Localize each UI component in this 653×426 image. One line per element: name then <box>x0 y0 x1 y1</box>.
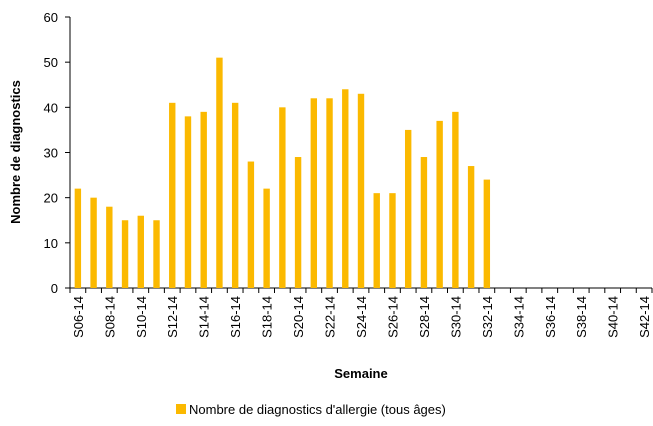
y-tick-label: 0 <box>51 281 58 296</box>
bar <box>263 188 270 288</box>
y-axis-title: Nombre de diagnostics <box>8 80 23 224</box>
bar <box>483 179 491 288</box>
x-tick-label: S12-14 <box>165 296 180 338</box>
bar <box>279 107 286 288</box>
bar <box>294 157 302 288</box>
bar <box>436 120 443 288</box>
bar <box>74 188 82 288</box>
bar <box>373 193 380 288</box>
x-tick-label: S40-14 <box>606 296 621 338</box>
x-tick-label: S42-14 <box>637 296 652 338</box>
bar <box>310 98 318 288</box>
x-tick-label: S28-14 <box>417 296 432 338</box>
bar <box>169 102 176 288</box>
x-tick-label: S10-14 <box>134 296 149 338</box>
bar <box>389 193 396 288</box>
bar <box>121 220 129 288</box>
bar <box>357 93 365 289</box>
bar <box>247 161 255 288</box>
x-tick-label: S26-14 <box>385 296 400 338</box>
legend-label: Nombre de diagnostics d'allergie (tous â… <box>189 402 446 417</box>
bar <box>452 111 459 288</box>
x-tick-label: S32-14 <box>480 296 495 338</box>
bar <box>216 57 223 289</box>
bar <box>153 220 160 288</box>
x-tick-label: S34-14 <box>511 296 526 338</box>
legend-swatch <box>176 404 186 414</box>
bar <box>90 197 97 288</box>
bar <box>404 129 412 288</box>
bar <box>467 166 475 288</box>
y-tick-label: 40 <box>44 100 58 115</box>
x-tick-label: S38-14 <box>574 296 589 338</box>
y-tick-label: 50 <box>44 55 58 70</box>
bar <box>184 116 192 288</box>
x-tick-label: S36-14 <box>543 296 558 338</box>
x-tick-label: S08-14 <box>102 296 117 338</box>
x-tick-label: S20-14 <box>291 296 306 338</box>
x-tick-label: S22-14 <box>323 296 338 338</box>
x-axis-title: Semaine <box>334 366 387 381</box>
x-tick-label: S14-14 <box>197 296 212 338</box>
bar <box>200 111 207 288</box>
y-tick-label: 20 <box>44 191 58 206</box>
y-tick-label: 30 <box>44 146 58 161</box>
x-tick-label: S16-14 <box>228 296 243 338</box>
bar <box>326 98 333 288</box>
y-tick-label: 60 <box>44 10 58 25</box>
x-tick-label: S24-14 <box>354 296 369 338</box>
x-tick-label: S30-14 <box>448 296 463 338</box>
bar <box>106 206 113 288</box>
bar <box>420 157 428 288</box>
x-tick-label: S06-14 <box>71 296 86 338</box>
bar <box>137 215 144 288</box>
y-tick-label: 10 <box>44 236 58 251</box>
x-tick-label: S18-14 <box>260 296 275 338</box>
bar <box>231 102 239 288</box>
bar <box>342 89 349 289</box>
